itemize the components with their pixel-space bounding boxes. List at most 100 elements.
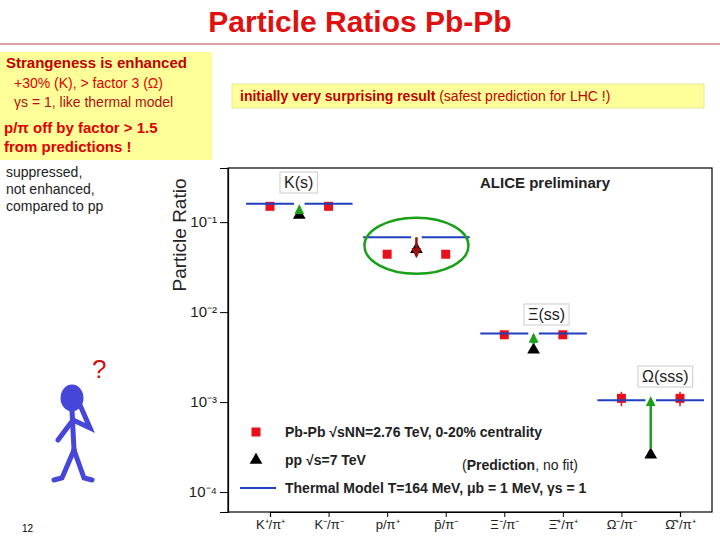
x-axis: K⁺/π⁺ K⁻/π⁻ p/π⁺ p̄/π⁻ Ξ⁻/π⁻ Ξ̄⁺/π⁺ Ω⁻/π⁻ Ω̄⁺/π… bbox=[256, 512, 696, 532]
series bbox=[293, 208, 657, 459]
legend-swatch bbox=[240, 487, 276, 489]
y-axis-title: Particle Ratio bbox=[169, 179, 190, 292]
lower-box bbox=[0, 160, 165, 220]
data-point bbox=[441, 250, 450, 259]
left-box-line: +30% (K), > factor 3 (Ω) bbox=[14, 75, 163, 91]
model-level bbox=[305, 203, 353, 205]
model-level bbox=[422, 236, 470, 238]
note-part: , no fit) bbox=[535, 457, 578, 473]
y-tick-mark bbox=[220, 312, 228, 313]
note-part: Prediction bbox=[467, 457, 535, 473]
note: (Prediction, no fit) bbox=[462, 457, 578, 473]
x-tick: Ω̄⁺/π⁺ bbox=[665, 512, 695, 532]
enhancement-arrow bbox=[298, 206, 301, 209]
x-tick: Ξ⁻/π⁻ bbox=[490, 512, 519, 532]
plot-frame bbox=[228, 168, 712, 512]
data-point bbox=[527, 343, 540, 354]
top-box-part: (safest prediction for LHC !) bbox=[435, 88, 610, 104]
y-tick-label: 10⁻⁴ bbox=[189, 483, 217, 500]
y-tick-mark bbox=[220, 402, 228, 403]
plot-area bbox=[246, 202, 704, 459]
y-tick: 10⁻¹ bbox=[190, 213, 228, 230]
data-point bbox=[644, 447, 657, 458]
top-box-text: initially very surprising result (safest… bbox=[240, 88, 610, 104]
top-box bbox=[232, 84, 704, 108]
lower-box-line: not enhanced, bbox=[6, 181, 95, 197]
figure-leg bbox=[54, 450, 74, 480]
left-box-line: γs = 1, like thermal model bbox=[14, 94, 173, 110]
enhancement-arrow bbox=[649, 398, 652, 448]
left-box-line: p/π off by factor > 1.5 bbox=[4, 119, 158, 136]
deviation-arrow bbox=[415, 237, 418, 256]
model-level bbox=[363, 236, 411, 238]
y-tick: 10⁻⁴ bbox=[189, 483, 228, 500]
x-tick-label: Ω̄⁺/π⁺ bbox=[665, 517, 695, 532]
annotation: Ω(sss) bbox=[642, 368, 689, 385]
thinking-figure bbox=[54, 387, 92, 480]
data-point bbox=[383, 250, 392, 259]
series bbox=[266, 202, 685, 406]
legend-swatch bbox=[250, 453, 263, 464]
annotation: K(s) bbox=[284, 174, 313, 191]
y-tick-label: 10⁻¹ bbox=[190, 213, 217, 230]
lower-box-line: suppressed, bbox=[6, 164, 82, 180]
legend-swatch bbox=[252, 428, 261, 437]
data-point bbox=[558, 330, 567, 339]
x-tick: Ξ̄⁺/π⁺ bbox=[549, 512, 578, 532]
y-tick: 10⁻² bbox=[190, 303, 228, 320]
x-tick-label: Ξ̄⁺/π⁺ bbox=[549, 517, 578, 532]
figure-arm bbox=[73, 405, 90, 428]
annotation: ALICE preliminary bbox=[480, 174, 611, 191]
legend: Pb-Pb √sNN=2.76 TeV, 0-20% centrality pp … bbox=[240, 424, 586, 496]
y-tick-label: 10⁻³ bbox=[190, 393, 217, 410]
x-tick-label: p̄/π⁻ bbox=[434, 517, 458, 532]
x-tick: p/π⁺ bbox=[376, 512, 400, 532]
annotation: Ξ(ss) bbox=[528, 306, 565, 323]
legend-label: pp √s=7 TeV bbox=[285, 452, 367, 468]
left-box-line: Strangeness is enhanced bbox=[6, 54, 187, 71]
figure-arm bbox=[58, 420, 73, 440]
x-tick: p̄/π⁻ bbox=[434, 512, 458, 532]
x-tick-label: Ω⁻/π⁻ bbox=[607, 517, 637, 532]
data-point bbox=[676, 394, 685, 403]
page-number: 12 bbox=[22, 523, 34, 534]
annotation-arrows bbox=[299, 206, 650, 448]
data-point bbox=[500, 330, 509, 339]
data-point bbox=[617, 394, 626, 403]
y-axis-line bbox=[220, 169, 229, 513]
left-box bbox=[0, 52, 212, 160]
y-tick-mark bbox=[220, 492, 228, 493]
figure-body bbox=[72, 410, 74, 450]
highlight-circle bbox=[364, 218, 468, 274]
lower-box-line: compared to pp bbox=[6, 198, 103, 214]
canvas: Particle Ratios Pb-Pb Strangeness is enha… bbox=[0, 0, 720, 540]
title: Particle Ratios Pb-Pb bbox=[208, 5, 511, 38]
question-mark: ? bbox=[92, 354, 106, 384]
enhancement-arrow bbox=[532, 335, 535, 344]
x-tick-label: p/π⁺ bbox=[376, 517, 400, 532]
series bbox=[246, 204, 704, 400]
legend-label: Thermal Model T=164 MeV, μb = 1 MeV, γs … bbox=[285, 480, 586, 496]
figure-leg bbox=[74, 450, 92, 480]
x-tick: Ω⁻/π⁻ bbox=[607, 512, 637, 532]
y-axis: 10⁻¹ 10⁻² 10⁻³ 10⁻⁴ bbox=[189, 169, 229, 513]
data-point bbox=[293, 208, 306, 219]
left-box-line: from predictions ! bbox=[4, 138, 132, 155]
model-level bbox=[246, 203, 294, 205]
model-level bbox=[597, 399, 645, 401]
y-tick-label: 10⁻² bbox=[190, 303, 217, 320]
model-level bbox=[480, 332, 528, 334]
slide: Particle Ratios Pb-Pb Strangeness is enha… bbox=[0, 0, 720, 540]
annotation-box bbox=[524, 304, 569, 325]
model-level bbox=[656, 399, 704, 401]
legend-label: Pb-Pb √sNN=2.76 TeV, 0-20% centrality bbox=[285, 424, 542, 440]
title-rule bbox=[0, 44, 720, 45]
annotation-box bbox=[638, 366, 693, 387]
y-tick-mark bbox=[220, 222, 228, 223]
annotation-box bbox=[280, 172, 317, 193]
x-tick-label: Ξ⁻/π⁻ bbox=[490, 517, 519, 532]
model-level bbox=[539, 332, 587, 334]
x-tick-label: K⁺/π⁺ bbox=[256, 517, 285, 532]
x-tick: K⁺/π⁺ bbox=[256, 512, 285, 532]
x-tick-label: K⁻/π⁻ bbox=[314, 517, 343, 532]
